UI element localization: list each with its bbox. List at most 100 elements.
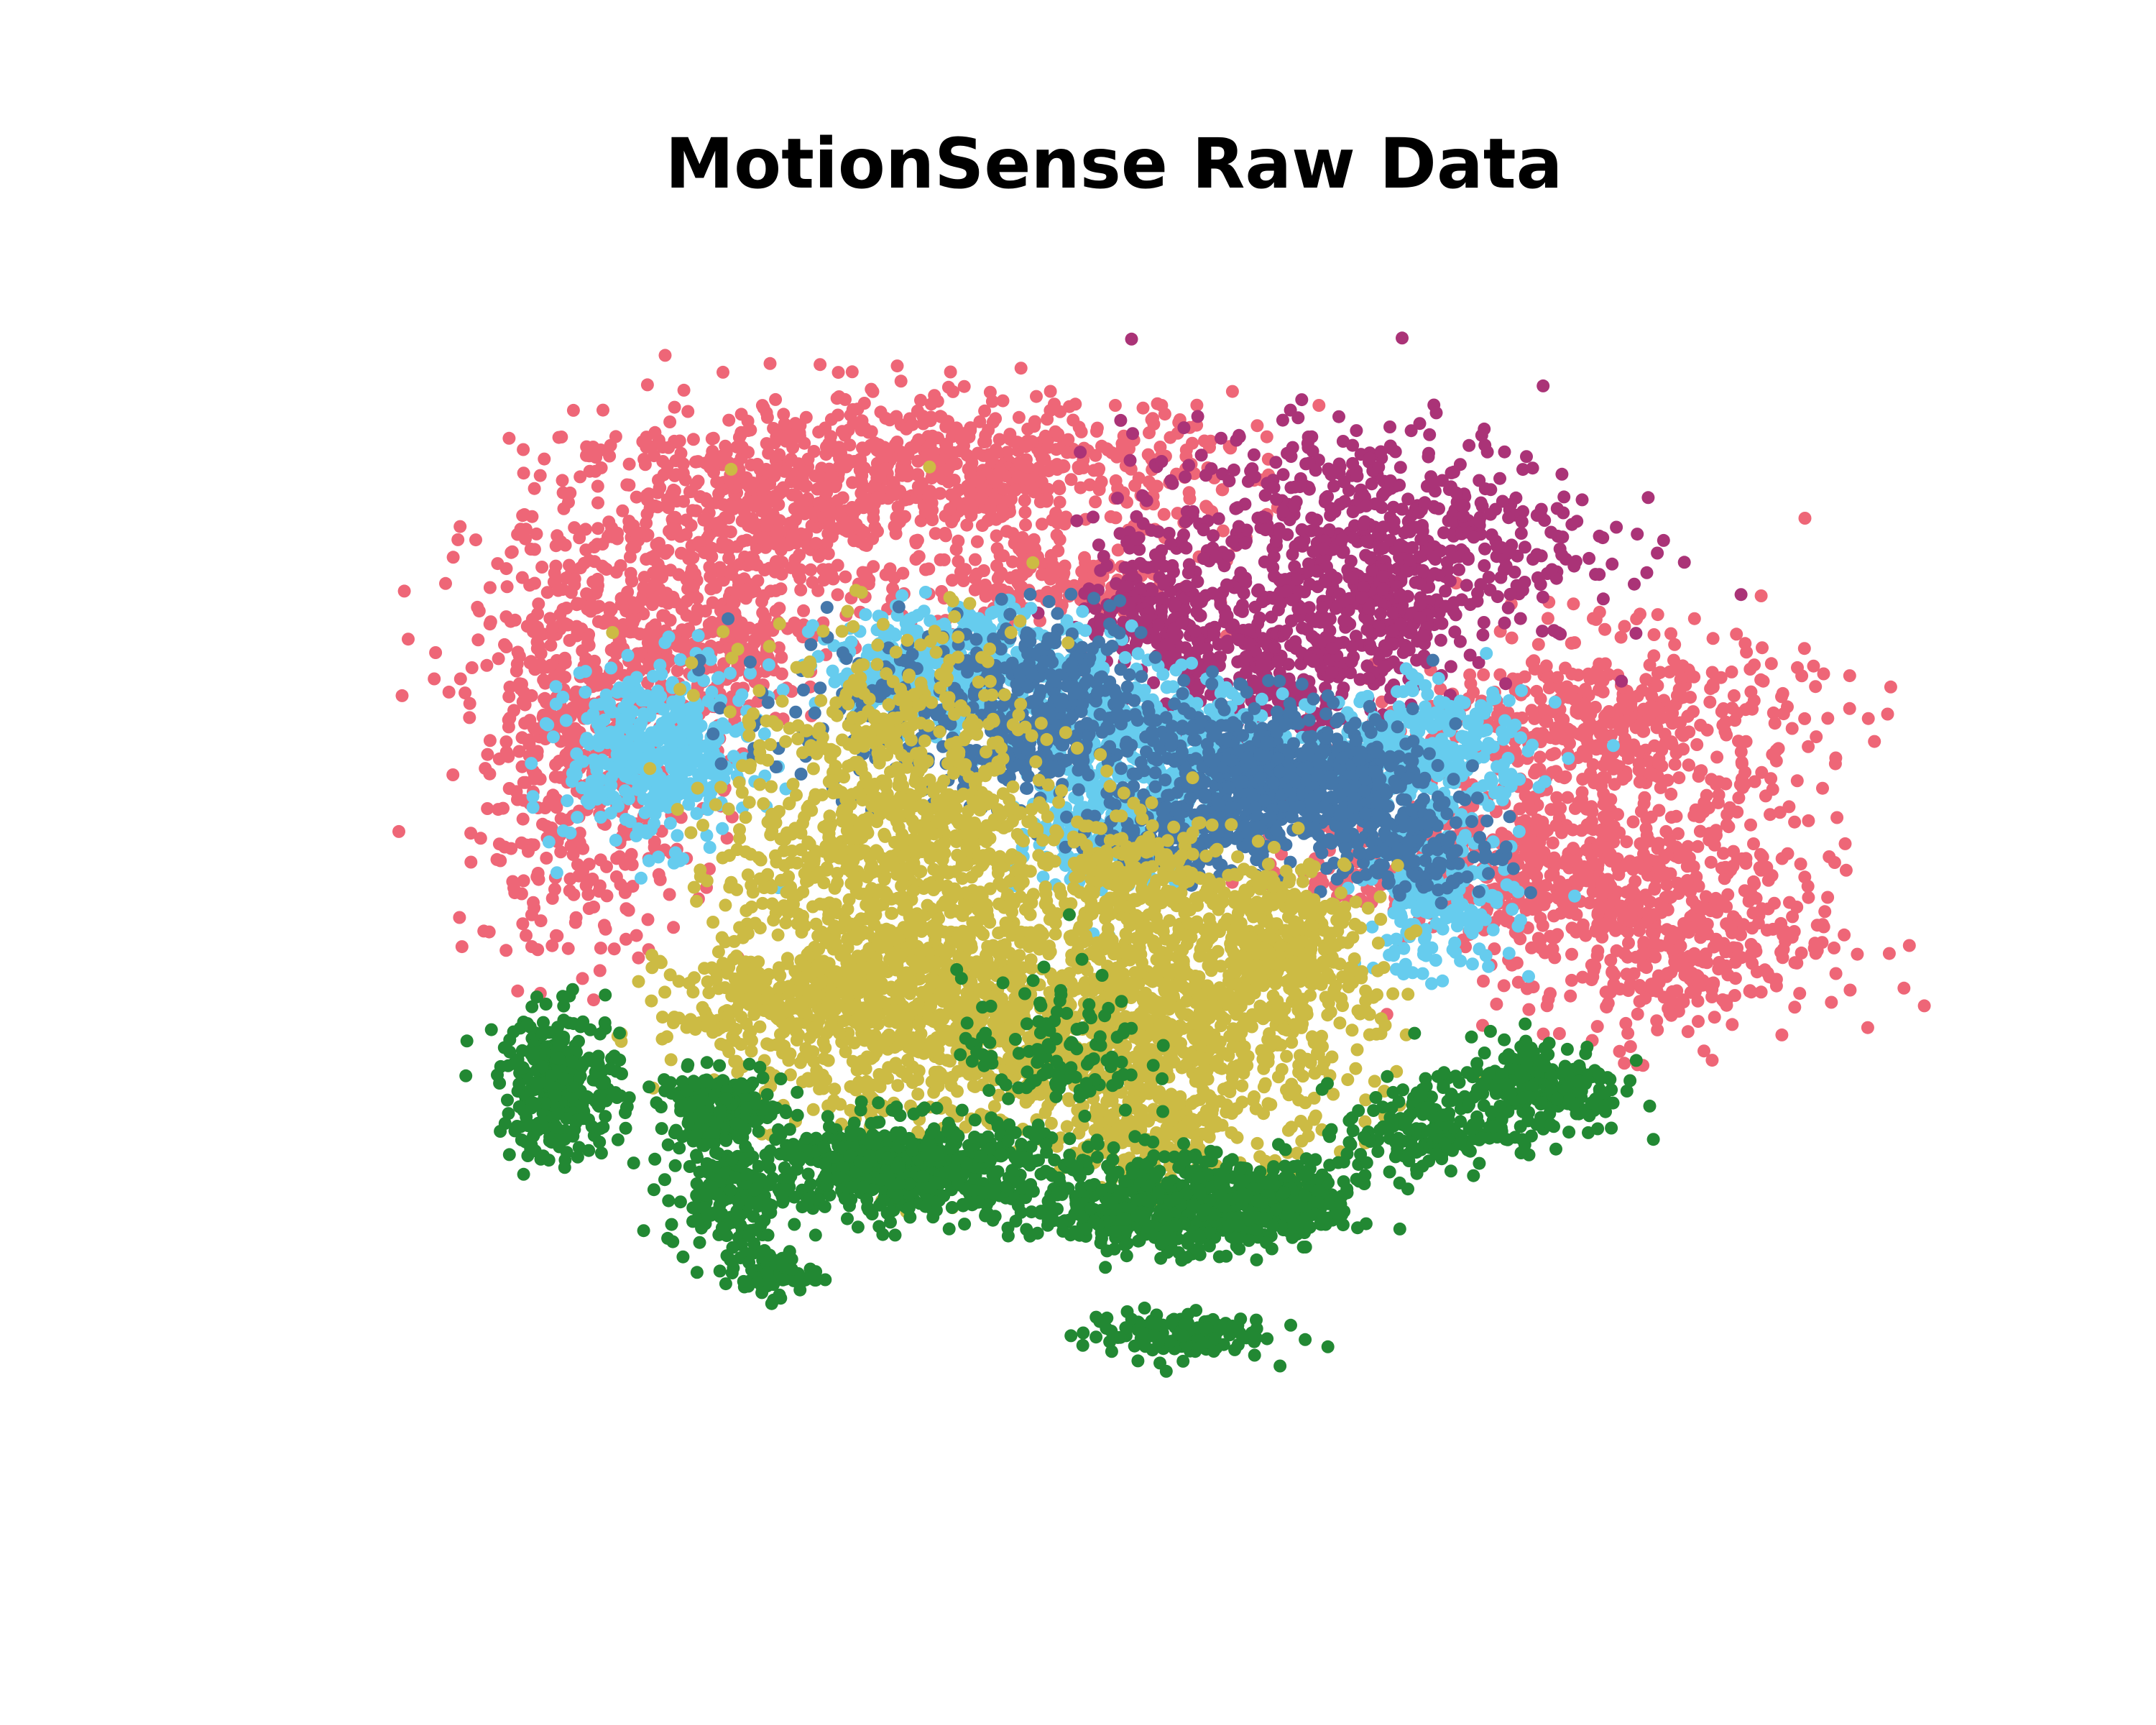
data-point (1386, 606, 1399, 620)
data-point (1239, 650, 1253, 663)
data-point (1008, 483, 1022, 497)
data-point (464, 827, 478, 840)
data-point (402, 632, 415, 646)
data-point (1012, 470, 1025, 484)
data-point (1660, 848, 1674, 862)
data-point (1816, 781, 1829, 795)
data-point (1360, 623, 1374, 636)
data-point (1521, 834, 1535, 848)
data-point (1199, 469, 1212, 482)
data-point (602, 614, 615, 627)
data-point (1477, 975, 1490, 988)
data-point (906, 418, 919, 431)
data-point (896, 566, 910, 580)
data-point (788, 616, 801, 630)
data-point (656, 609, 670, 622)
data-point (843, 438, 857, 452)
data-point (1053, 482, 1067, 496)
data-point (531, 943, 545, 957)
data-point (1276, 468, 1290, 482)
data-point (471, 633, 485, 647)
data-point (705, 615, 719, 629)
data-point (1111, 482, 1125, 495)
data-point (784, 452, 798, 466)
data-point (1627, 738, 1641, 752)
data-point (1111, 492, 1124, 505)
data-point (453, 520, 467, 533)
data-point (1685, 894, 1699, 908)
data-point (499, 610, 513, 624)
data-point (1691, 970, 1705, 983)
data-point (1279, 573, 1292, 586)
data-point (1350, 424, 1363, 438)
data-point (1677, 995, 1690, 1008)
data-point (1638, 947, 1651, 960)
data-point (830, 392, 844, 405)
data-point (1744, 700, 1758, 714)
data-point (1697, 805, 1710, 819)
data-point (1041, 413, 1054, 426)
data-point (1580, 818, 1594, 832)
data-point (990, 559, 1003, 573)
data-point (705, 550, 719, 564)
data-point (691, 629, 705, 643)
data-point (1453, 635, 1467, 648)
data-point (480, 658, 494, 672)
data-point (847, 417, 860, 431)
data-point (684, 518, 698, 532)
data-point (817, 500, 831, 513)
data-point (1620, 967, 1634, 981)
data-point (1044, 385, 1057, 398)
data-point (1477, 668, 1491, 681)
data-point (1467, 530, 1480, 544)
data-point (1567, 559, 1581, 573)
data-point (1557, 490, 1571, 504)
data-point (1547, 624, 1561, 638)
data-point (1511, 673, 1524, 686)
data-point (1790, 774, 1804, 788)
data-point (1882, 947, 1896, 960)
data-point (1164, 537, 1178, 551)
data-point (1540, 999, 1554, 1013)
data-point (890, 436, 904, 448)
data-point (1657, 533, 1670, 547)
data-point (744, 666, 757, 680)
data-point (1279, 584, 1293, 598)
data-point (1329, 602, 1342, 615)
data-point (1550, 502, 1564, 515)
data-point (864, 438, 877, 452)
data-point (1070, 514, 1084, 528)
data-point (1633, 979, 1646, 992)
data-point (762, 446, 775, 460)
data-point (1868, 735, 1881, 748)
data-point (716, 535, 729, 549)
data-point (1727, 689, 1741, 702)
data-point (1528, 766, 1542, 780)
data-point (1345, 571, 1359, 585)
data-point (1496, 494, 1509, 508)
data-point (536, 661, 550, 675)
data-point (469, 533, 482, 547)
data-point (1442, 514, 1455, 528)
data-point (1041, 433, 1055, 446)
data-point (1439, 599, 1452, 613)
data-point (1087, 510, 1100, 524)
data-point (660, 459, 674, 473)
data-point (439, 576, 452, 590)
data-point (546, 730, 560, 744)
data-point (528, 576, 541, 590)
data-point (566, 403, 580, 417)
data-point (778, 417, 791, 431)
data-point (825, 530, 839, 543)
data-point (691, 455, 705, 469)
data-point (1499, 559, 1513, 573)
data-point (548, 883, 561, 896)
data-point (1615, 674, 1628, 688)
data-point (1293, 535, 1307, 549)
data-point (1404, 424, 1418, 438)
data-point (1706, 632, 1720, 645)
data-point (1234, 566, 1248, 579)
data-point (1207, 627, 1221, 640)
data-point (1785, 722, 1799, 735)
